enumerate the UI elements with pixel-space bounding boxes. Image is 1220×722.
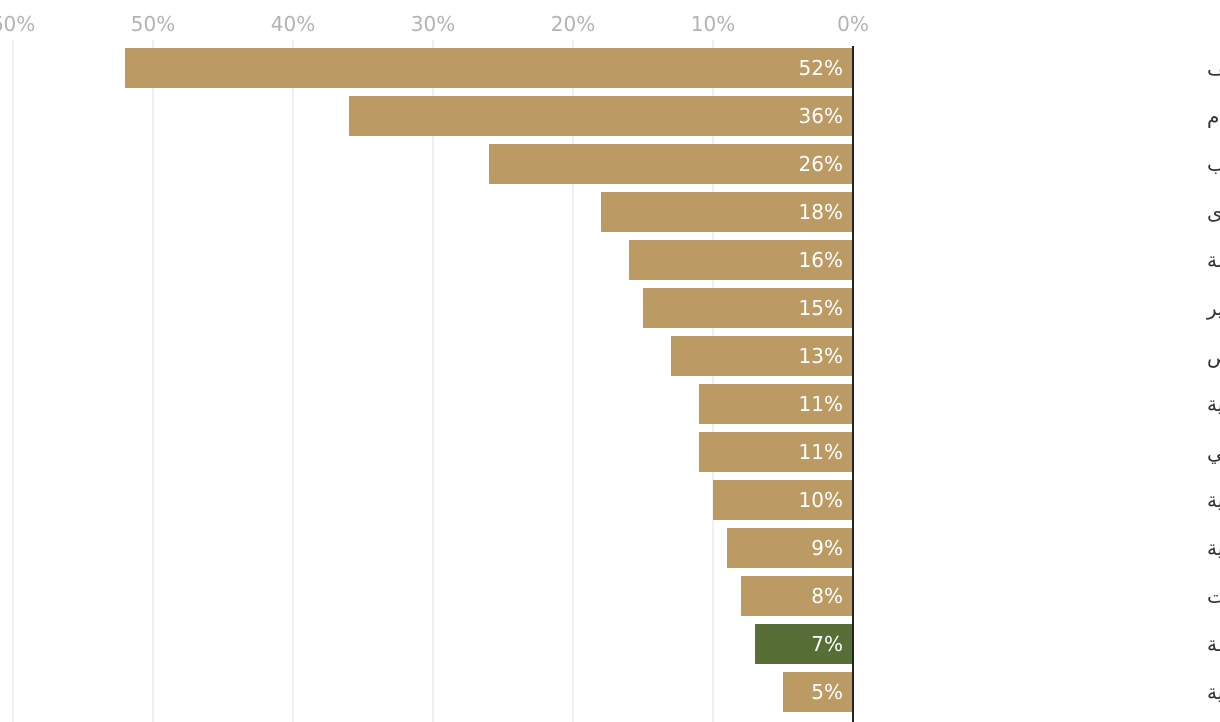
x-tick-label: 50% bbox=[131, 12, 175, 36]
bar bbox=[699, 432, 853, 472]
bar bbox=[699, 384, 853, 424]
bar-value-label: 10% bbox=[799, 488, 843, 512]
category-label: أوقات الفراغ والرياضة bbox=[1207, 247, 1220, 272]
gridlines bbox=[12, 40, 714, 722]
bar-value-label: 16% bbox=[799, 248, 843, 272]
x-tick-label: 40% bbox=[271, 12, 315, 36]
value-labels: 52% 36% 26% 18% 16% 15% 13% 11% 11% 10% 9% 8% 7% 5% bbox=[799, 56, 843, 704]
x-axis-tick-labels: 0% 10% 20% 30% 40% 50% 60% bbox=[0, 12, 869, 36]
bar-value-label: 36% bbox=[799, 104, 843, 128]
bar-value-label: 8% bbox=[811, 584, 843, 608]
bar bbox=[349, 96, 853, 136]
bar-value-label: 5% bbox=[811, 680, 843, 704]
bar bbox=[755, 624, 853, 664]
category-label: شروط التأجير bbox=[1206, 294, 1220, 320]
category-label: أخرى bbox=[1207, 199, 1220, 224]
bar bbox=[601, 192, 853, 232]
category-labels: بيئة العمل، وفرص التوظيف المحيط العام المد… bbox=[1206, 56, 1220, 704]
bar-value-label: 11% bbox=[799, 392, 843, 416]
bar-value-label: 9% bbox=[811, 536, 843, 560]
category-label: السلطات الرسمية bbox=[1207, 392, 1220, 416]
bar bbox=[727, 528, 853, 568]
category-label: المحيط العام bbox=[1207, 104, 1220, 128]
bar-value-label: 52% bbox=[799, 56, 843, 80]
category-label: الرعاية الاجتماعية bbox=[1207, 680, 1220, 704]
category-label: الرعاية الصحية bbox=[1207, 488, 1220, 512]
category-label: بيئة العمل، وفرص التوظيف bbox=[1207, 56, 1220, 80]
category-label: المدراس والتدريب bbox=[1207, 152, 1220, 176]
category-label: الجمعيات والأنشطة الثقافية bbox=[1207, 536, 1220, 560]
bar-value-label: 7% bbox=[811, 632, 843, 656]
bar bbox=[125, 48, 853, 88]
bar-value-label: 13% bbox=[799, 344, 843, 368]
category-label: الشرطة bbox=[1207, 632, 1220, 656]
bar-value-label: 18% bbox=[799, 200, 843, 224]
bars bbox=[125, 48, 853, 712]
bar bbox=[629, 240, 853, 280]
bar-value-label: 15% bbox=[799, 296, 843, 320]
bar-value-label: 26% bbox=[799, 152, 843, 176]
bar bbox=[643, 288, 853, 328]
bar bbox=[671, 336, 853, 376]
category-label: العائلة والمحيط الخاص bbox=[1207, 344, 1220, 368]
category-label: دخول النوادي والحانات bbox=[1207, 584, 1220, 609]
category-label: الإنترنت ووسائل التواصل الاجتماعي bbox=[1207, 440, 1220, 465]
bar-value-label: 11% bbox=[799, 440, 843, 464]
x-tick-label: 60% bbox=[0, 12, 35, 36]
x-tick-label: 30% bbox=[411, 12, 455, 36]
bar bbox=[741, 576, 853, 616]
x-tick-label: 10% bbox=[691, 12, 735, 36]
x-tick-label: 0% bbox=[837, 12, 869, 36]
x-tick-label: 20% bbox=[551, 12, 595, 36]
bar bbox=[489, 144, 853, 184]
bar bbox=[713, 480, 853, 520]
bar bbox=[783, 672, 853, 712]
